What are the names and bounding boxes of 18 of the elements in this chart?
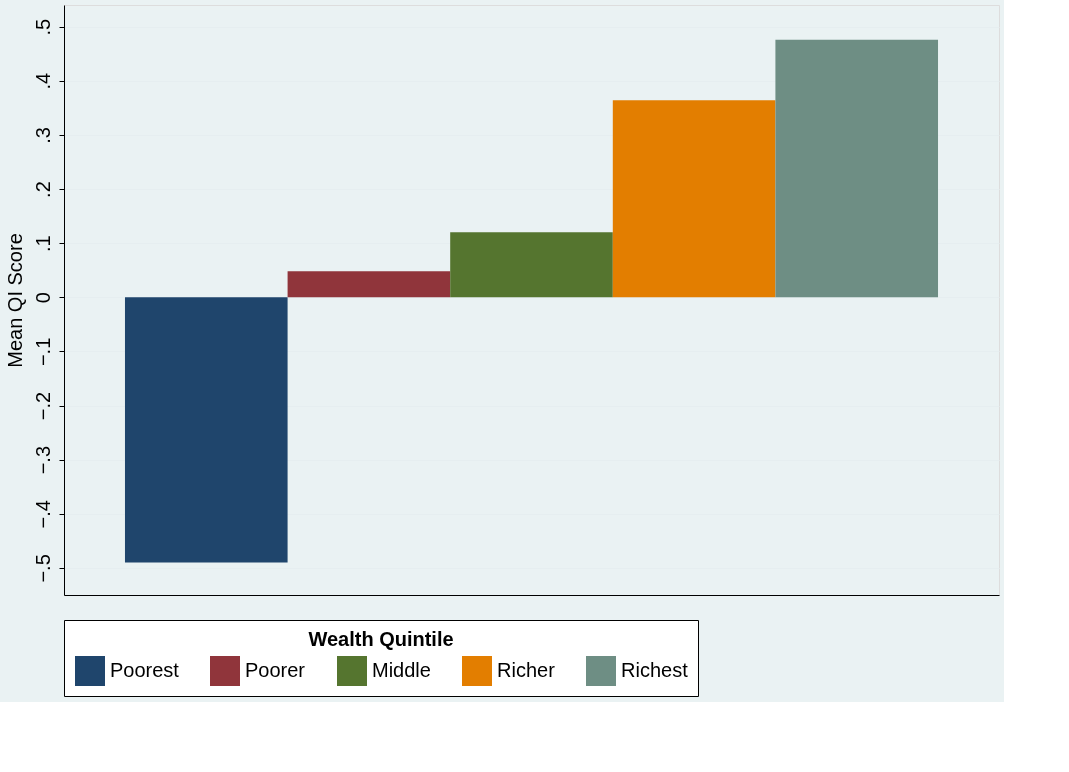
- legend-label: Richer: [497, 659, 556, 681]
- y-tick-label: .1: [31, 235, 54, 253]
- legend-label: Middle: [372, 659, 431, 681]
- y-axis-title: Mean QI Score: [3, 233, 26, 368]
- y-tick-label: 0: [31, 292, 54, 304]
- legend-label: Poorer: [245, 659, 306, 681]
- y-tick-label: −.3: [31, 446, 54, 475]
- legend-label: Poorest: [110, 659, 180, 681]
- y-tick-label: −.5: [31, 554, 54, 583]
- y-tick-label: −.2: [31, 391, 54, 421]
- y-tick-label: .2: [31, 181, 54, 198]
- y-tick-label: −.4: [31, 500, 54, 529]
- y-tick-label: .4: [31, 72, 54, 90]
- y-tick-label: −.1: [31, 337, 54, 367]
- legend-title: Wealth Quintile: [308, 628, 454, 650]
- y-tick-label: .3: [31, 127, 54, 144]
- y-tick-label: .5: [31, 18, 54, 36]
- legend-label: Richest: [621, 659, 689, 681]
